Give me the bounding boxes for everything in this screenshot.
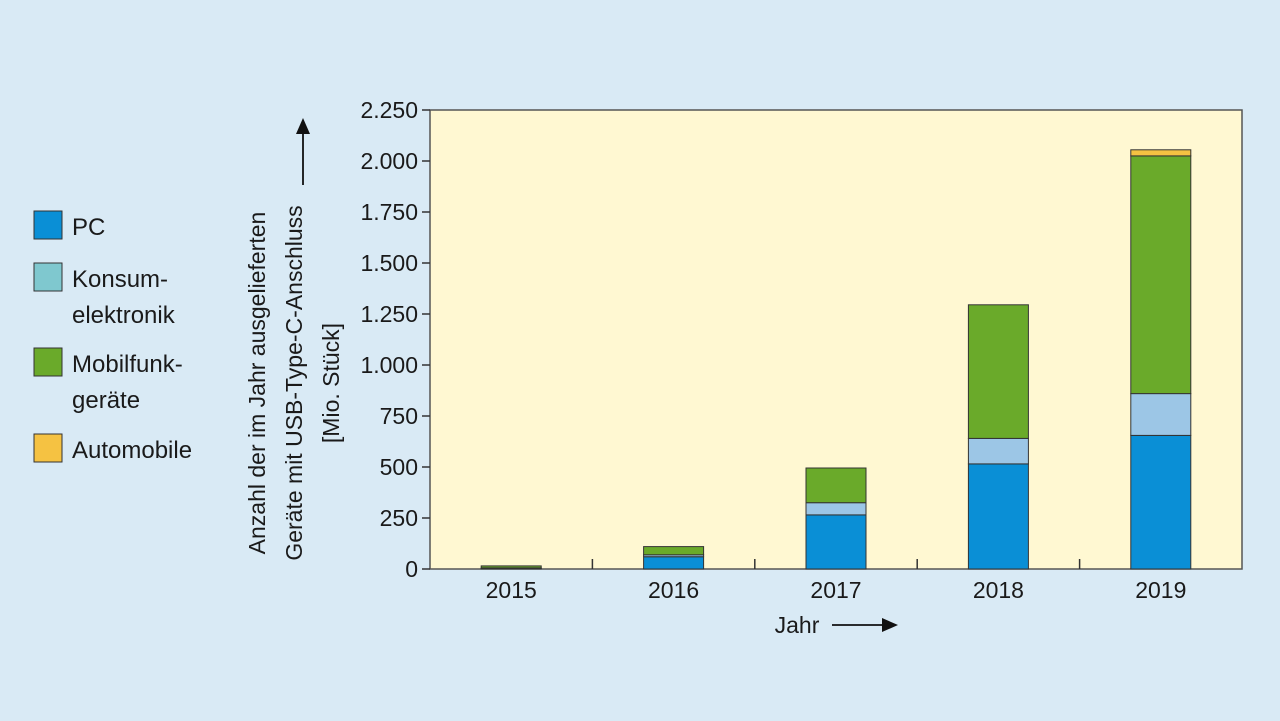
- legend-label: elektronik: [72, 302, 176, 329]
- legend-swatch: [33, 210, 63, 240]
- x-tick-label: 2017: [810, 577, 861, 603]
- bar-2018-konsumelektronik: [967, 437, 1029, 465]
- y-axis-arrow-head: [296, 118, 310, 134]
- legend-label: geräte: [72, 387, 140, 414]
- bar-2016-mobilfunkger-te: [643, 546, 705, 556]
- legend-swatch: [33, 262, 63, 292]
- y-tick-label: 250: [380, 505, 418, 531]
- x-axis-arrow-head: [882, 618, 898, 632]
- bar-2018-pc: [967, 463, 1029, 570]
- y-tick-label: 2.000: [360, 148, 418, 174]
- y-tick-label: 1.500: [360, 250, 418, 276]
- legend-label: Konsum-: [72, 266, 168, 293]
- x-axis-title: Jahr: [775, 612, 820, 638]
- bar-2017-pc: [805, 514, 867, 570]
- legend-swatch: [33, 433, 63, 463]
- y-axis-title: Anzahl der im Jahr ausgelieferten Geräte …: [244, 118, 344, 561]
- y-tick-label: 500: [380, 454, 418, 480]
- legend: PC Konsum-elektronik Mobilfunk-geräte Autom…: [33, 210, 192, 464]
- x-tick-label: 2019: [1135, 577, 1186, 603]
- y-tick-label: 1.250: [360, 301, 418, 327]
- axes-group: [422, 109, 1081, 570]
- bar-2019-automobile: [1130, 149, 1192, 157]
- y-axis-title-line: Anzahl der im Jahr ausgelieferten: [244, 212, 270, 555]
- x-tick-label: 2016: [648, 577, 699, 603]
- y-tick-label: 1.000: [360, 352, 418, 378]
- x-axis-title: Jahr: [775, 612, 898, 638]
- bar-2016-pc: [643, 556, 705, 570]
- bar-2019-mobilfunkger-te: [1130, 155, 1192, 395]
- y-axis-title-line: [Mio. Stück]: [318, 323, 344, 443]
- bars-group: [480, 149, 1192, 570]
- bar-2017-konsumelektronik: [805, 502, 867, 516]
- y-axis-title-line: Geräte mit USB-Type-C-Anschluss: [281, 205, 307, 560]
- x-tick-label: 2018: [973, 577, 1024, 603]
- y-tick-label: 2.250: [360, 97, 418, 123]
- bar-2019-pc: [1130, 434, 1192, 570]
- bar-2019-konsumelektronik: [1130, 393, 1192, 436]
- legend-label: PC: [72, 214, 105, 241]
- legend-label: Automobile: [72, 437, 192, 464]
- x-tick-label: 2015: [486, 577, 537, 603]
- bar-2017-mobilfunkger-te: [805, 467, 867, 504]
- y-tick-label: 0: [405, 556, 418, 582]
- y-tick-labels: 0 250 500 750 1.000 1.250 1.500 1.750 2.000 2.250: [360, 97, 418, 582]
- x-tick-labels: 2015 2016 2017 2018 2019: [486, 577, 1187, 603]
- y-tick-label: 750: [380, 403, 418, 429]
- legend-label: Mobilfunk-: [72, 351, 183, 378]
- legend-swatch: [33, 347, 63, 377]
- bar-2015-mobilfunkger-te: [480, 565, 542, 569]
- bar-2018-mobilfunkger-te: [967, 304, 1029, 439]
- y-tick-label: 1.750: [360, 199, 418, 225]
